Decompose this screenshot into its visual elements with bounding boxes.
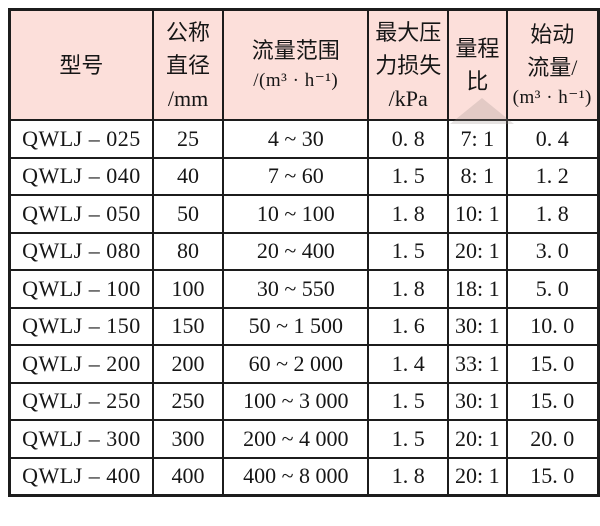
cell-pressure-loss: 1. 5 [367,419,450,459]
cell-diameter: 80 [151,231,225,271]
cell-flow-range: 200 ~ 4 000 [222,419,370,459]
cell-start-flow: 0. 4 [505,119,600,159]
cell-diameter: 200 [151,344,225,384]
cell-flow-range: 10 ~ 100 [222,194,370,234]
header-unit: /kPa [388,85,428,111]
cell-turndown-ratio: 20: 1 [447,231,508,271]
header-label: 比 [466,69,489,94]
cell-turndown-ratio: 20: 1 [447,419,508,459]
header-unit: (m³ · h⁻¹) [512,86,592,108]
cell-pressure-loss: 1. 8 [367,269,450,309]
cell-start-flow: 20. 0 [505,419,600,459]
cell-pressure-loss: 1. 4 [367,344,450,384]
cell-start-flow: 5. 0 [505,269,600,309]
cell-model: QWLJ – 250 [8,381,154,421]
cell-turndown-ratio: 8: 1 [447,156,508,196]
table-row: QWLJ – 400 400 400 ~ 8 000 1. 8 20: 1 15… [8,456,600,497]
cell-pressure-loss: 1. 6 [367,306,450,346]
cell-flow-range: 4 ~ 30 [222,119,370,159]
cell-model: QWLJ – 080 [8,231,154,271]
cell-start-flow: 1. 2 [505,156,600,196]
cell-diameter: 300 [151,419,225,459]
cell-turndown-ratio: 33: 1 [447,344,508,384]
cell-pressure-loss: 1. 8 [367,194,450,234]
cell-diameter: 40 [151,156,225,196]
header-row: 型号 公称 直径 /mm 流量范围 /(m³ · h⁻¹) 最大压 力损失 /k… [8,8,600,121]
cell-diameter: 250 [151,381,225,421]
cell-flow-range: 30 ~ 550 [222,269,370,309]
col-header-turndown-ratio: 量程 比 [447,8,508,121]
cell-model: QWLJ – 040 [8,156,154,196]
header-label: 量程 [455,36,500,61]
cell-model: QWLJ – 100 [8,269,154,309]
table-row: QWLJ – 080 80 20 ~ 400 1. 5 20: 1 3. 0 [8,231,600,271]
cell-turndown-ratio: 30: 1 [447,306,508,346]
cell-model: QWLJ – 200 [8,344,154,384]
table-row: QWLJ – 040 40 7 ~ 60 1. 5 8: 1 1. 2 [8,156,600,196]
header-label: 流量范围 [251,38,340,64]
header-label: 公称 [166,19,211,45]
col-header-start-flow: 始动 流量/ (m³ · h⁻¹) [505,8,600,121]
cell-diameter: 100 [151,269,225,309]
header-unit: /mm [167,85,209,111]
cell-diameter: 150 [151,306,225,346]
header-label: 始动 [530,21,575,47]
cell-pressure-loss: 1. 5 [367,231,450,271]
cell-diameter: 25 [151,119,225,159]
cell-turndown-ratio: 20: 1 [447,456,508,497]
cell-model: QWLJ – 400 [8,456,154,497]
table-row: QWLJ – 100 100 30 ~ 550 1. 8 18: 1 5. 0 [8,269,600,309]
cell-flow-range: 50 ~ 1 500 [222,306,370,346]
table-body: QWLJ – 025 25 4 ~ 30 0. 8 7: 1 0. 4 QWLJ… [8,119,600,497]
cell-pressure-loss: 1. 8 [367,456,450,497]
cell-start-flow: 10. 0 [505,306,600,346]
table-row: QWLJ – 050 50 10 ~ 100 1. 8 10: 1 1. 8 [8,194,600,234]
cell-flow-range: 7 ~ 60 [222,156,370,196]
cell-start-flow: 15. 0 [505,381,600,421]
header-label: 最大压 [375,19,442,45]
table-row: QWLJ – 025 25 4 ~ 30 0. 8 7: 1 0. 4 [8,119,600,159]
table-row: QWLJ – 200 200 60 ~ 2 000 1. 4 33: 1 15.… [8,344,600,384]
cell-model: QWLJ – 050 [8,194,154,234]
col-header-diameter: 公称 直径 /mm [151,8,225,121]
header-label: 直径 [166,52,211,78]
table-row: QWLJ – 300 300 200 ~ 4 000 1. 5 20: 1 20… [8,419,600,459]
col-header-pressure-loss: 最大压 力损失 /kPa [367,8,450,121]
cell-turndown-ratio: 7: 1 [447,119,508,159]
table-row: QWLJ – 150 150 50 ~ 1 500 1. 6 30: 1 10.… [8,306,600,346]
cell-start-flow: 3. 0 [505,231,600,271]
cell-model: QWLJ – 025 [8,119,154,159]
cell-pressure-loss: 1. 5 [367,156,450,196]
cell-flow-range: 20 ~ 400 [222,231,370,271]
cell-turndown-ratio: 10: 1 [447,194,508,234]
cell-turndown-ratio: 30: 1 [447,381,508,421]
cell-diameter: 400 [151,456,225,497]
table-header: 型号 公称 直径 /mm 流量范围 /(m³ · h⁻¹) 最大压 力损失 /k… [8,8,600,121]
header-label: 流量/ [527,54,578,80]
cell-start-flow: 15. 0 [505,456,600,497]
header-label: 力损失 [375,52,442,78]
cell-diameter: 50 [151,194,225,234]
cell-flow-range: 400 ~ 8 000 [222,456,370,497]
cell-flow-range: 100 ~ 3 000 [222,381,370,421]
cell-flow-range: 60 ~ 2 000 [222,344,370,384]
flow-meter-spec-table: 型号 公称 直径 /mm 流量范围 /(m³ · h⁻¹) 最大压 力损失 /k… [8,8,600,497]
cell-model: QWLJ – 300 [8,419,154,459]
cell-start-flow: 1. 8 [505,194,600,234]
col-header-model: 型号 [8,8,154,121]
table-row: QWLJ – 250 250 100 ~ 3 000 1. 5 30: 1 15… [8,381,600,421]
cell-model: QWLJ – 150 [8,306,154,346]
col-header-flow-range: 流量范围 /(m³ · h⁻¹) [222,8,370,121]
header-unit: /(m³ · h⁻¹) [253,70,339,92]
cell-pressure-loss: 1. 5 [367,381,450,421]
cell-pressure-loss: 0. 8 [367,119,450,159]
cell-turndown-ratio: 18: 1 [447,269,508,309]
cell-start-flow: 15. 0 [505,344,600,384]
header-label: 型号 [59,52,104,78]
